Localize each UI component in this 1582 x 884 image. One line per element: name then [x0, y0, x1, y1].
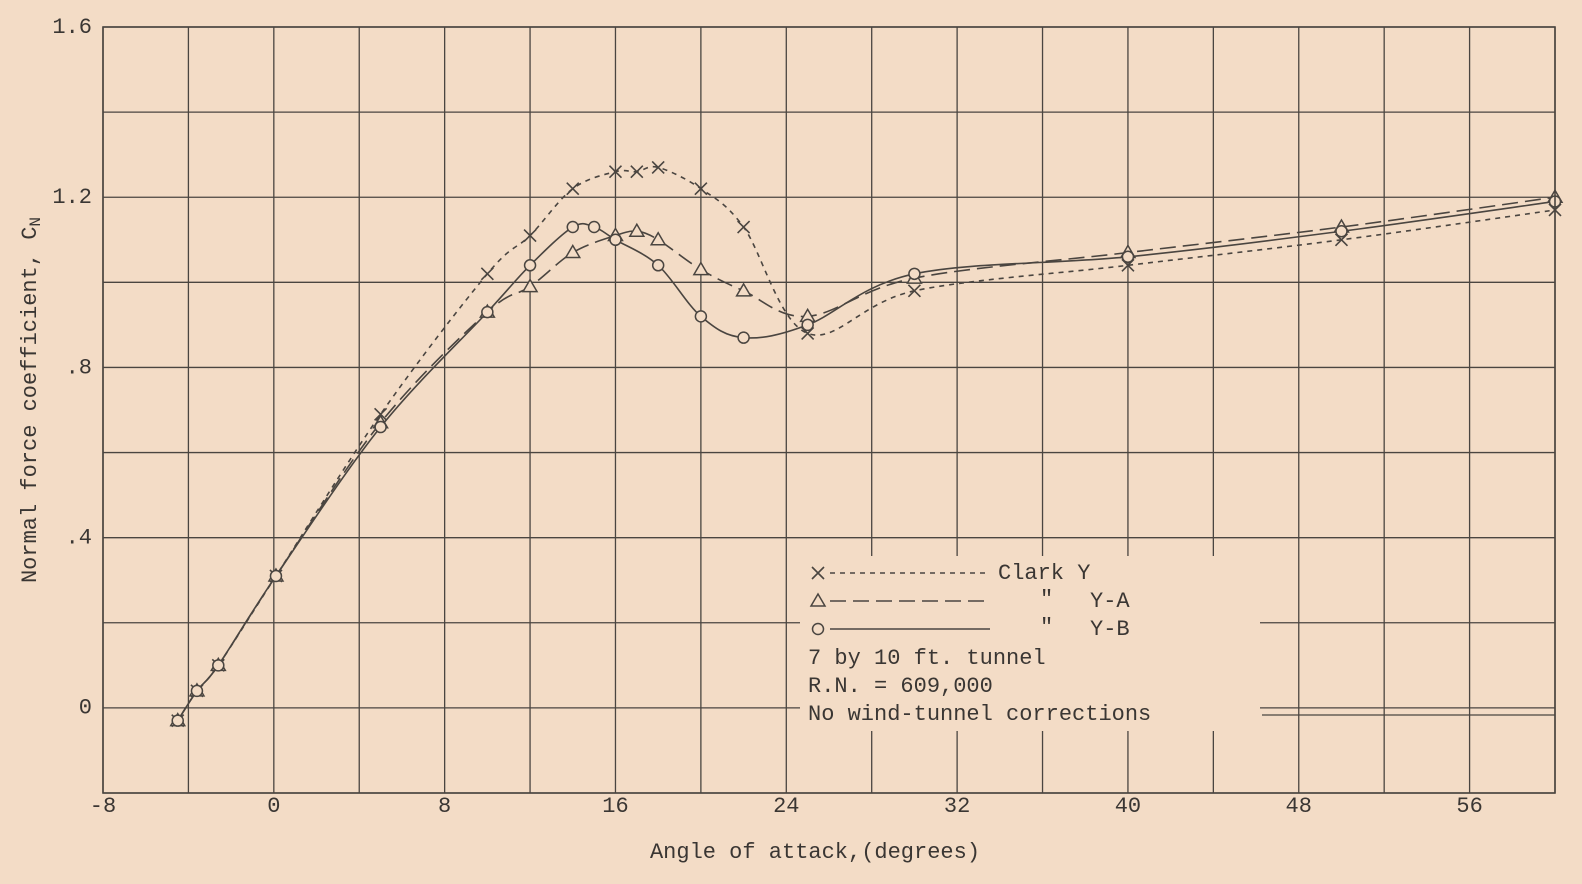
marker-circle: [171, 714, 184, 727]
x-tick-label: 24: [773, 794, 799, 819]
marker-circle: [651, 259, 665, 272]
annotation: R.N. = 609,000: [808, 674, 993, 699]
marker-triangle: [521, 278, 539, 293]
marker-x: [608, 165, 623, 179]
annotation: No wind-tunnel corrections: [808, 702, 1151, 727]
marker-stroke: [907, 284, 921, 298]
marker-circle: [811, 622, 825, 636]
marker-x: [523, 228, 537, 243]
marker-stroke: [630, 165, 644, 179]
x-tick-label: 56: [1456, 794, 1482, 819]
marker-x: [907, 284, 921, 298]
marker-circle: [523, 259, 537, 272]
x-axis-title: Angle of attack,(degrees): [650, 840, 980, 865]
marker-stroke: [694, 182, 708, 196]
y-tick-label: 1.2: [52, 185, 92, 210]
plot-border: [102, 26, 1556, 794]
marker-triangle: [735, 282, 752, 297]
marker-circle: [908, 267, 921, 281]
x-tick-label: 16: [602, 794, 628, 819]
marker-circle: [1335, 225, 1348, 238]
y-axis-title: Normal force coefficient, CN: [18, 217, 45, 583]
legend-background: [800, 556, 1260, 731]
marker-circle: [566, 220, 580, 234]
marker-x: [737, 220, 751, 234]
y-axis-title-text: Normal force coefficient, C: [18, 227, 43, 583]
marker-x: [651, 160, 665, 174]
marker-circle: [269, 569, 283, 583]
marker-stroke: [608, 165, 623, 179]
y-axis-title-sub: N: [27, 217, 45, 227]
marker-stroke: [651, 160, 665, 174]
marker-circle: [694, 310, 708, 323]
marker-circle: [190, 684, 204, 698]
marker-x: [694, 182, 708, 196]
marker-stroke: [374, 407, 388, 421]
marker-stroke: [480, 267, 494, 281]
x-tick-label: 8: [438, 794, 451, 819]
x-tick-label: 32: [944, 794, 970, 819]
x-tick-label: 0: [267, 794, 280, 819]
legend-label: Y-A: [1090, 589, 1130, 614]
marker-circle: [212, 659, 225, 672]
marker-x: [630, 165, 644, 179]
x-tick-label: 48: [1286, 794, 1312, 819]
marker-stroke: [811, 566, 825, 580]
marker-triangle: [564, 244, 582, 259]
marker-triangle: [692, 261, 710, 276]
y-tick-label: 1.6: [52, 15, 92, 40]
marker-x: [374, 407, 388, 421]
legend-ditto: ": [1040, 587, 1053, 612]
y-tick-label: .4: [66, 525, 92, 550]
marker-triangle: [649, 231, 667, 246]
y-tick-label: 0: [79, 696, 92, 721]
marker-stroke: [566, 182, 580, 196]
marker-circle: [801, 318, 814, 332]
marker-x: [566, 182, 580, 196]
marker-circle: [1121, 250, 1135, 264]
marker-stroke: [523, 228, 537, 243]
legend-label: Clark Y: [998, 561, 1090, 586]
legend-label: Y-B: [1090, 617, 1130, 642]
marker-circle: [374, 420, 387, 434]
annotation: 7 by 10 ft. tunnel: [808, 646, 1046, 671]
x-tick-label: -8: [90, 794, 116, 819]
marker-x: [480, 267, 494, 281]
x-tick-label: 40: [1115, 794, 1141, 819]
marker-triangle: [628, 222, 646, 238]
marker-circle: [587, 220, 601, 234]
marker-stroke: [737, 220, 751, 234]
y-tick-label: .8: [66, 355, 92, 380]
marker-circle: [737, 331, 750, 344]
marker-x: [811, 566, 825, 580]
marker-triangle: [809, 592, 827, 607]
marker-circle: [609, 233, 622, 247]
legend-ditto: ": [1040, 615, 1053, 640]
marker-circle: [481, 305, 494, 319]
